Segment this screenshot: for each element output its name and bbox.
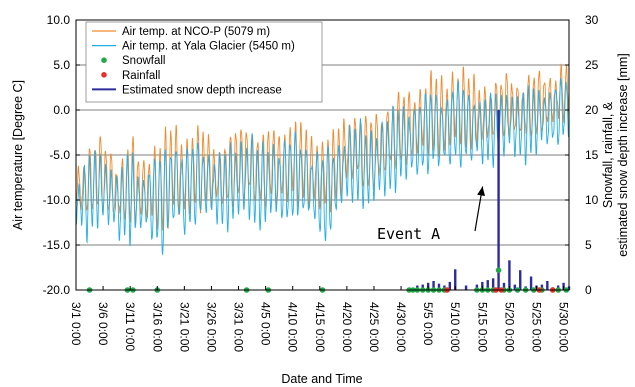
x-tick-label-5: 3/26 0:00: [204, 302, 218, 352]
bar-4-17: [519, 270, 522, 290]
x-tick-label-4: 3/21 0:00: [177, 302, 191, 352]
bar-4-13: [497, 110, 500, 290]
y-tick-label-0: -20.0: [43, 283, 71, 297]
legend-box: [85, 21, 323, 103]
x-tick-label-15: 5/15 0:00: [475, 302, 489, 352]
bar-4-15: [508, 260, 511, 290]
y2-tick-label-5: 25: [585, 58, 599, 72]
x-tick-label-7: 4/5 0:00: [259, 302, 273, 346]
x-tick-label-16: 5/20 0:00: [502, 302, 516, 352]
axis-ticks: -20.0 -15.0 -10.0 -5.0 0.0 5.0 10.0 0 5 10 15 20 25 3…: [43, 13, 599, 352]
y2-tick-label-4: 20: [585, 103, 599, 117]
legend-swatch-2: [101, 57, 107, 63]
legend-label-2: Snowfall: [122, 55, 165, 67]
x-tick-label-3: 3/16 0:00: [150, 302, 164, 352]
bar-4-14: [502, 282, 506, 290]
x-tick-label-6: 3/31 0:00: [232, 302, 246, 352]
y-tick-label-3: -5.0: [49, 148, 70, 162]
y2-tick-label-6: 30: [585, 13, 599, 27]
point-2-19: [495, 267, 502, 274]
bar-4-22: [546, 281, 549, 290]
series-line-1: [75, 78, 570, 256]
x-tick-label-17: 5/25 0:00: [529, 302, 543, 352]
y-tick-label-6: 10.0: [47, 13, 71, 27]
legend-label-3: Rainfall: [122, 70, 160, 82]
bar-4-19: [529, 276, 533, 290]
x-tick-label-14: 5/10 0:00: [448, 302, 462, 352]
bar-4-7: [454, 269, 457, 290]
y2-tick-label-3: 15: [585, 148, 599, 162]
y2-tick-label-0: 0: [585, 283, 592, 297]
legend-label-0: Air temp. at NCO-P (5079 m): [122, 26, 270, 38]
y2-tick-label-1: 5: [585, 238, 592, 252]
y2-axis-label-line-2: estimated snow depth increase [mm]: [616, 53, 630, 257]
legend-label-4: Estimated snow depth increase: [122, 84, 282, 96]
x-tick-label-12: 4/30 0:00: [394, 302, 408, 352]
legend-swatch-3: [101, 72, 107, 78]
annotation-arrowhead-0: [477, 186, 486, 197]
legend: Air temp. at NCO-P (5079 m) Air temp. at …: [85, 21, 323, 103]
bar-4-8: [464, 285, 468, 290]
annotation-label-0: Event A: [377, 225, 440, 243]
bar-4-10: [481, 281, 484, 290]
bar-4-4: [437, 283, 441, 290]
bar-4-12: [491, 278, 495, 290]
x-tick-label-10: 4/20 0:00: [340, 302, 354, 352]
x-tick-label-9: 4/15 0:00: [313, 302, 327, 352]
series-layer: [75, 63, 571, 293]
bar-4-6: [448, 281, 452, 290]
bar-4-16: [513, 284, 517, 290]
x-tick-label-8: 4/10 0:00: [286, 302, 300, 352]
y-axis-label: Air temperature [Degree C]: [11, 80, 25, 230]
x-tick-label-18: 5/30 0:00: [557, 302, 571, 352]
y2-tick-label-2: 10: [585, 193, 599, 207]
x-axis-label: Date and Time: [281, 372, 362, 386]
y-tick-label-2: -10.0: [43, 193, 71, 207]
x-tick-label-1: 3/6 0:00: [96, 302, 110, 346]
x-tick-label-13: 5/5 0:00: [421, 302, 435, 346]
x-tick-label-0: 3/1 0:00: [69, 302, 83, 346]
bar-4-11: [486, 280, 489, 290]
x-tick-label-2: 3/11 0:00: [123, 302, 137, 351]
x-tick-label-11: 4/25 0:00: [367, 302, 381, 352]
bar-4-3: [432, 281, 435, 290]
annotation-layer: Event A: [377, 186, 486, 243]
y2-axis-label-line-1: Snowfall, rainfall, &: [601, 101, 615, 208]
legend-label-1: Air temp. at Yala Glacier (5450 m): [122, 41, 295, 53]
y-tick-label-4: 0.0: [53, 103, 70, 117]
y-tick-label-5: 5.0: [53, 58, 70, 72]
y-tick-label-1: -15.0: [43, 238, 71, 252]
